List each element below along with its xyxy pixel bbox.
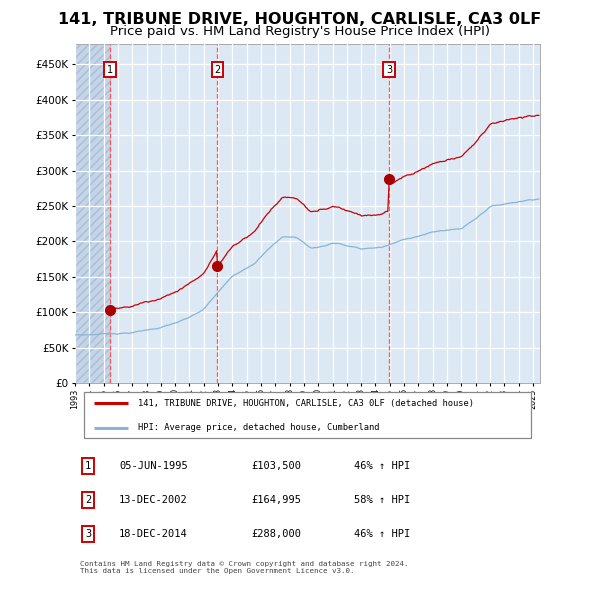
Text: 13-DEC-2002: 13-DEC-2002 — [119, 495, 188, 505]
FancyBboxPatch shape — [84, 392, 531, 438]
Text: 1: 1 — [85, 461, 91, 471]
Text: £164,995: £164,995 — [252, 495, 302, 505]
Text: 46% ↑ HPI: 46% ↑ HPI — [354, 529, 410, 539]
Text: Contains HM Land Registry data © Crown copyright and database right 2024.
This d: Contains HM Land Registry data © Crown c… — [80, 561, 408, 574]
Text: 05-JUN-1995: 05-JUN-1995 — [119, 461, 188, 471]
Text: £288,000: £288,000 — [252, 529, 302, 539]
Text: £103,500: £103,500 — [252, 461, 302, 471]
Text: Price paid vs. HM Land Registry's House Price Index (HPI): Price paid vs. HM Land Registry's House … — [110, 25, 490, 38]
Text: 46% ↑ HPI: 46% ↑ HPI — [354, 461, 410, 471]
Text: 2: 2 — [85, 495, 91, 505]
Text: 3: 3 — [386, 65, 392, 75]
Text: 2: 2 — [214, 65, 220, 75]
Text: 1: 1 — [107, 65, 113, 75]
Text: 141, TRIBUNE DRIVE, HOUGHTON, CARLISLE, CA3 0LF: 141, TRIBUNE DRIVE, HOUGHTON, CARLISLE, … — [58, 12, 542, 27]
Text: 141, TRIBUNE DRIVE, HOUGHTON, CARLISLE, CA3 0LF (detached house): 141, TRIBUNE DRIVE, HOUGHTON, CARLISLE, … — [138, 399, 474, 408]
Text: 3: 3 — [85, 529, 91, 539]
Text: 18-DEC-2014: 18-DEC-2014 — [119, 529, 188, 539]
Bar — [75, 44, 110, 384]
Text: 58% ↑ HPI: 58% ↑ HPI — [354, 495, 410, 505]
Text: HPI: Average price, detached house, Cumberland: HPI: Average price, detached house, Cumb… — [138, 423, 379, 432]
